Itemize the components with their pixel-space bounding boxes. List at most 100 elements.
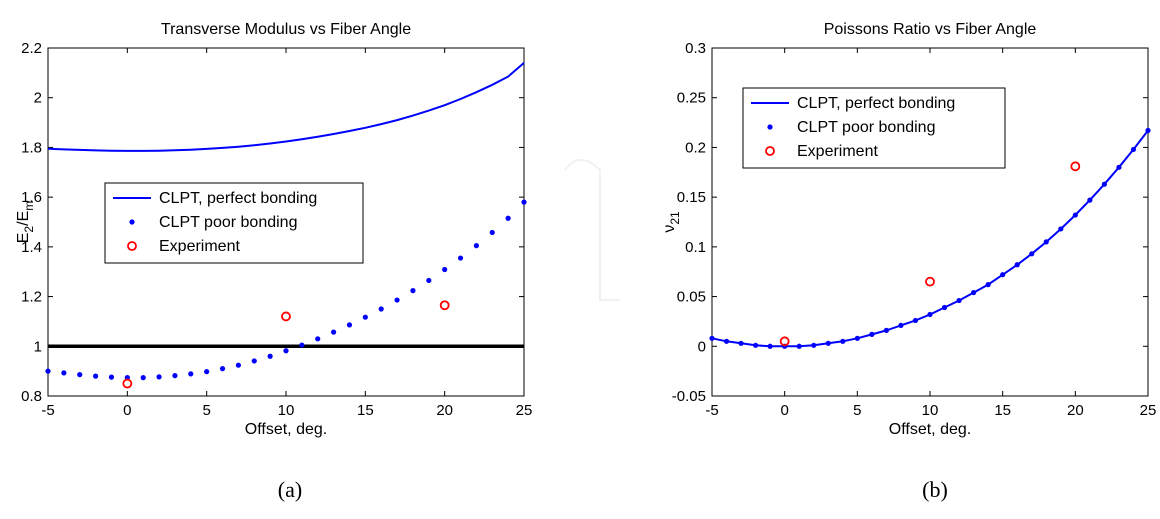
x-tick-label: 5 — [853, 402, 861, 419]
series-dot — [140, 375, 146, 381]
legend-label: CLPT, perfect bonding — [797, 95, 955, 112]
legend-box — [742, 87, 1006, 169]
y-tick-label: 1 — [34, 338, 42, 355]
x-tick-label: -5 — [41, 402, 54, 419]
legend-label: CLPT poor bonding — [797, 119, 935, 136]
experiment-point — [439, 300, 450, 311]
y-tick-label: 0.2 — [685, 139, 706, 156]
x-tick-label: 5 — [202, 402, 210, 419]
series-dot — [869, 331, 875, 337]
series-dot — [1145, 127, 1151, 134]
x-axis-label: Offset, deg. — [245, 421, 327, 438]
legend-label: CLPT, perfect bonding — [159, 190, 317, 207]
series-dot — [1072, 212, 1078, 218]
series-dot — [1043, 239, 1049, 245]
series-dot — [378, 306, 384, 312]
y-tick-label: 1.4 — [21, 239, 42, 256]
series-dot — [108, 374, 115, 380]
x-tick-label: 20 — [436, 402, 453, 419]
series-dot — [473, 243, 479, 249]
series-dot — [346, 322, 353, 328]
series-line — [47, 62, 525, 152]
legend-circle-swatch — [765, 146, 775, 156]
series-dot — [825, 340, 831, 346]
experiment-point — [281, 311, 291, 322]
y-tick-label: 0.25 — [677, 90, 706, 107]
y-tick-label: 0.8 — [21, 388, 42, 405]
y-tick-label: 1.2 — [21, 289, 42, 306]
y-tick-label: 0.05 — [677, 289, 706, 306]
series-dot — [1058, 226, 1064, 232]
series-dot — [93, 373, 99, 379]
x-tick-label: 25 — [1140, 402, 1157, 419]
legend-label: CLPT poor bonding — [159, 214, 297, 231]
series-dot — [505, 215, 511, 221]
y-axis-label: ν21 — [661, 211, 682, 233]
y-axis-label: E2/Em — [15, 201, 36, 243]
series-dot — [188, 371, 194, 377]
series-dot — [709, 335, 715, 341]
series-dot — [1087, 197, 1093, 203]
x-tick-label: 20 — [1067, 402, 1084, 419]
y-tick-label: 1.6 — [21, 189, 42, 206]
series-dot — [1130, 146, 1137, 153]
series-dot — [753, 342, 759, 348]
y-tick-label: 2 — [34, 90, 42, 107]
series-dot — [410, 288, 416, 294]
x-axis-label: Offset, deg. — [889, 421, 971, 438]
series-dot — [362, 314, 368, 320]
legend-dot-swatch — [129, 219, 135, 225]
series-dot — [283, 348, 289, 354]
panel-caption: (a) — [278, 477, 302, 502]
series-dot — [767, 343, 773, 349]
series-dot — [45, 368, 51, 374]
legend-dot-swatch — [767, 124, 773, 130]
series-dot — [1116, 164, 1122, 170]
series-dot — [796, 343, 802, 349]
series-dot — [267, 353, 273, 359]
series-dot — [61, 370, 67, 376]
series-dot — [898, 322, 904, 329]
y-tick-label: 0.1 — [685, 239, 706, 256]
experiment-point — [925, 276, 935, 287]
x-tick-label: 15 — [994, 402, 1011, 419]
x-tick-label: 0 — [780, 402, 788, 419]
legend-circle-swatch — [127, 241, 137, 251]
series-dot — [489, 229, 495, 236]
series-dot — [738, 340, 744, 346]
legend-label: Experiment — [797, 143, 878, 160]
legend-box — [104, 182, 364, 264]
x-tick-label: 15 — [357, 402, 374, 419]
series-dot — [219, 366, 226, 372]
y-tick-label: 1.8 — [21, 139, 42, 156]
x-tick-label: 10 — [922, 402, 939, 419]
series-dot — [956, 297, 962, 304]
series-dot — [156, 374, 162, 380]
y-tick-label: 2.2 — [21, 40, 42, 57]
panel-caption: (b) — [922, 477, 948, 502]
series-dot — [1101, 181, 1107, 187]
series-dot — [204, 369, 210, 375]
series-dot — [723, 338, 730, 344]
chart-title: Transverse Modulus vs Fiber Angle — [161, 21, 411, 38]
x-tick-label: 10 — [278, 402, 295, 419]
series-dot — [457, 255, 464, 261]
experiment-point — [122, 378, 133, 389]
series-dot — [521, 199, 527, 205]
legend-label: Experiment — [159, 238, 240, 255]
series-dot — [299, 342, 305, 348]
x-tick-label: 0 — [123, 402, 131, 419]
series-dot — [811, 342, 817, 348]
series-dot — [77, 372, 83, 378]
experiment-point — [1070, 161, 1081, 172]
series-dot — [235, 362, 241, 368]
series-dot — [912, 317, 919, 324]
series-dot — [1000, 272, 1006, 278]
y-tick-label: 0.15 — [677, 189, 706, 206]
series-dot — [1014, 262, 1020, 268]
series-dot — [426, 277, 432, 284]
series-dot — [315, 336, 321, 342]
series-dot — [883, 327, 890, 333]
y-tick-label: 0 — [698, 338, 706, 355]
